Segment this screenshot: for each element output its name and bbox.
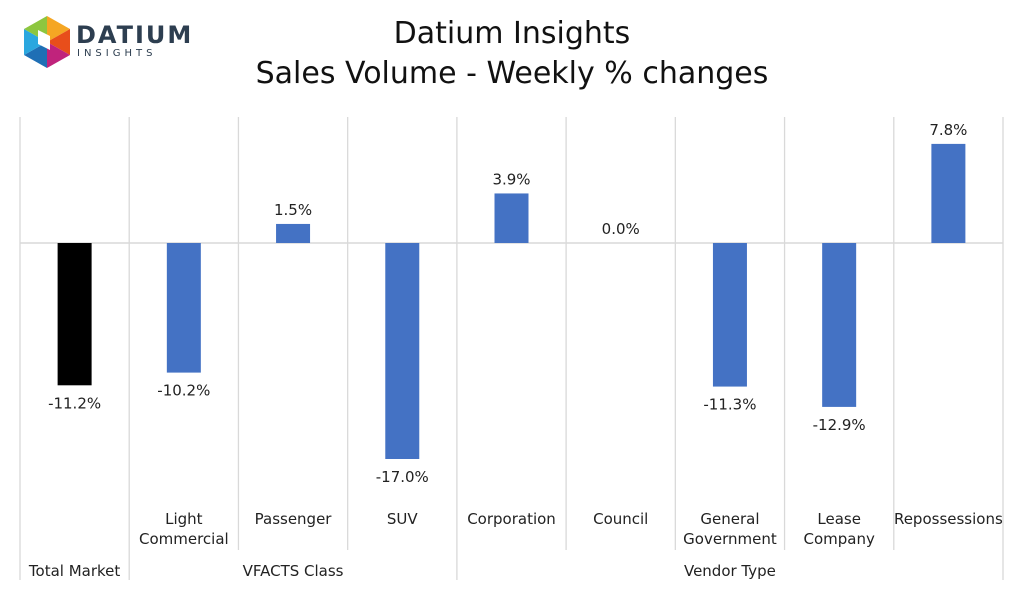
bar-2 — [276, 223, 311, 243]
logo-subtitle: INSIGHTS — [77, 48, 157, 59]
data-label-0: -11.2% — [48, 394, 101, 412]
category-label-6: Government — [683, 530, 777, 548]
bar-0 — [57, 243, 92, 386]
bar-1 — [166, 243, 201, 373]
datium-logo-icon — [24, 16, 70, 68]
category-label-7: Company — [803, 530, 874, 548]
group-label-1: VFACTS Class — [243, 562, 344, 580]
chart-subtitle: Sales Volume - Weekly % changes — [255, 56, 769, 91]
group-label-2: Vendor Type — [684, 562, 776, 580]
chart-title: Datium Insights — [393, 16, 631, 51]
bar-3 — [385, 243, 420, 459]
data-label-5: 0.0% — [602, 220, 640, 238]
category-label-1: Commercial — [139, 530, 229, 548]
data-label-8: 7.8% — [929, 121, 967, 139]
category-label-4: Corporation — [467, 510, 556, 528]
data-label-1: -10.2% — [157, 382, 210, 400]
category-label-3: SUV — [387, 510, 419, 528]
data-label-7: -12.9% — [813, 416, 866, 434]
bar-6 — [712, 243, 747, 387]
category-label-2: Passenger — [255, 510, 333, 528]
logo-wordmark: DATIUM — [76, 21, 194, 49]
category-label-6: General — [700, 510, 759, 528]
data-label-3: -17.0% — [376, 468, 429, 486]
category-label-7: Lease — [817, 510, 861, 528]
data-label-4: 3.9% — [492, 170, 530, 188]
category-label-1: Light — [165, 510, 203, 528]
bar-4 — [494, 193, 529, 243]
category-label-8: Repossessions — [894, 510, 1003, 528]
data-label-2: 1.5% — [274, 201, 312, 219]
data-label-6: -11.3% — [703, 396, 756, 414]
category-label-5: Council — [593, 510, 648, 528]
group-label-0: Total Market — [28, 562, 120, 580]
datium-logo: DATIUM INSIGHTS — [20, 14, 191, 70]
bar-8 — [931, 143, 966, 243]
bar-7 — [822, 243, 857, 407]
